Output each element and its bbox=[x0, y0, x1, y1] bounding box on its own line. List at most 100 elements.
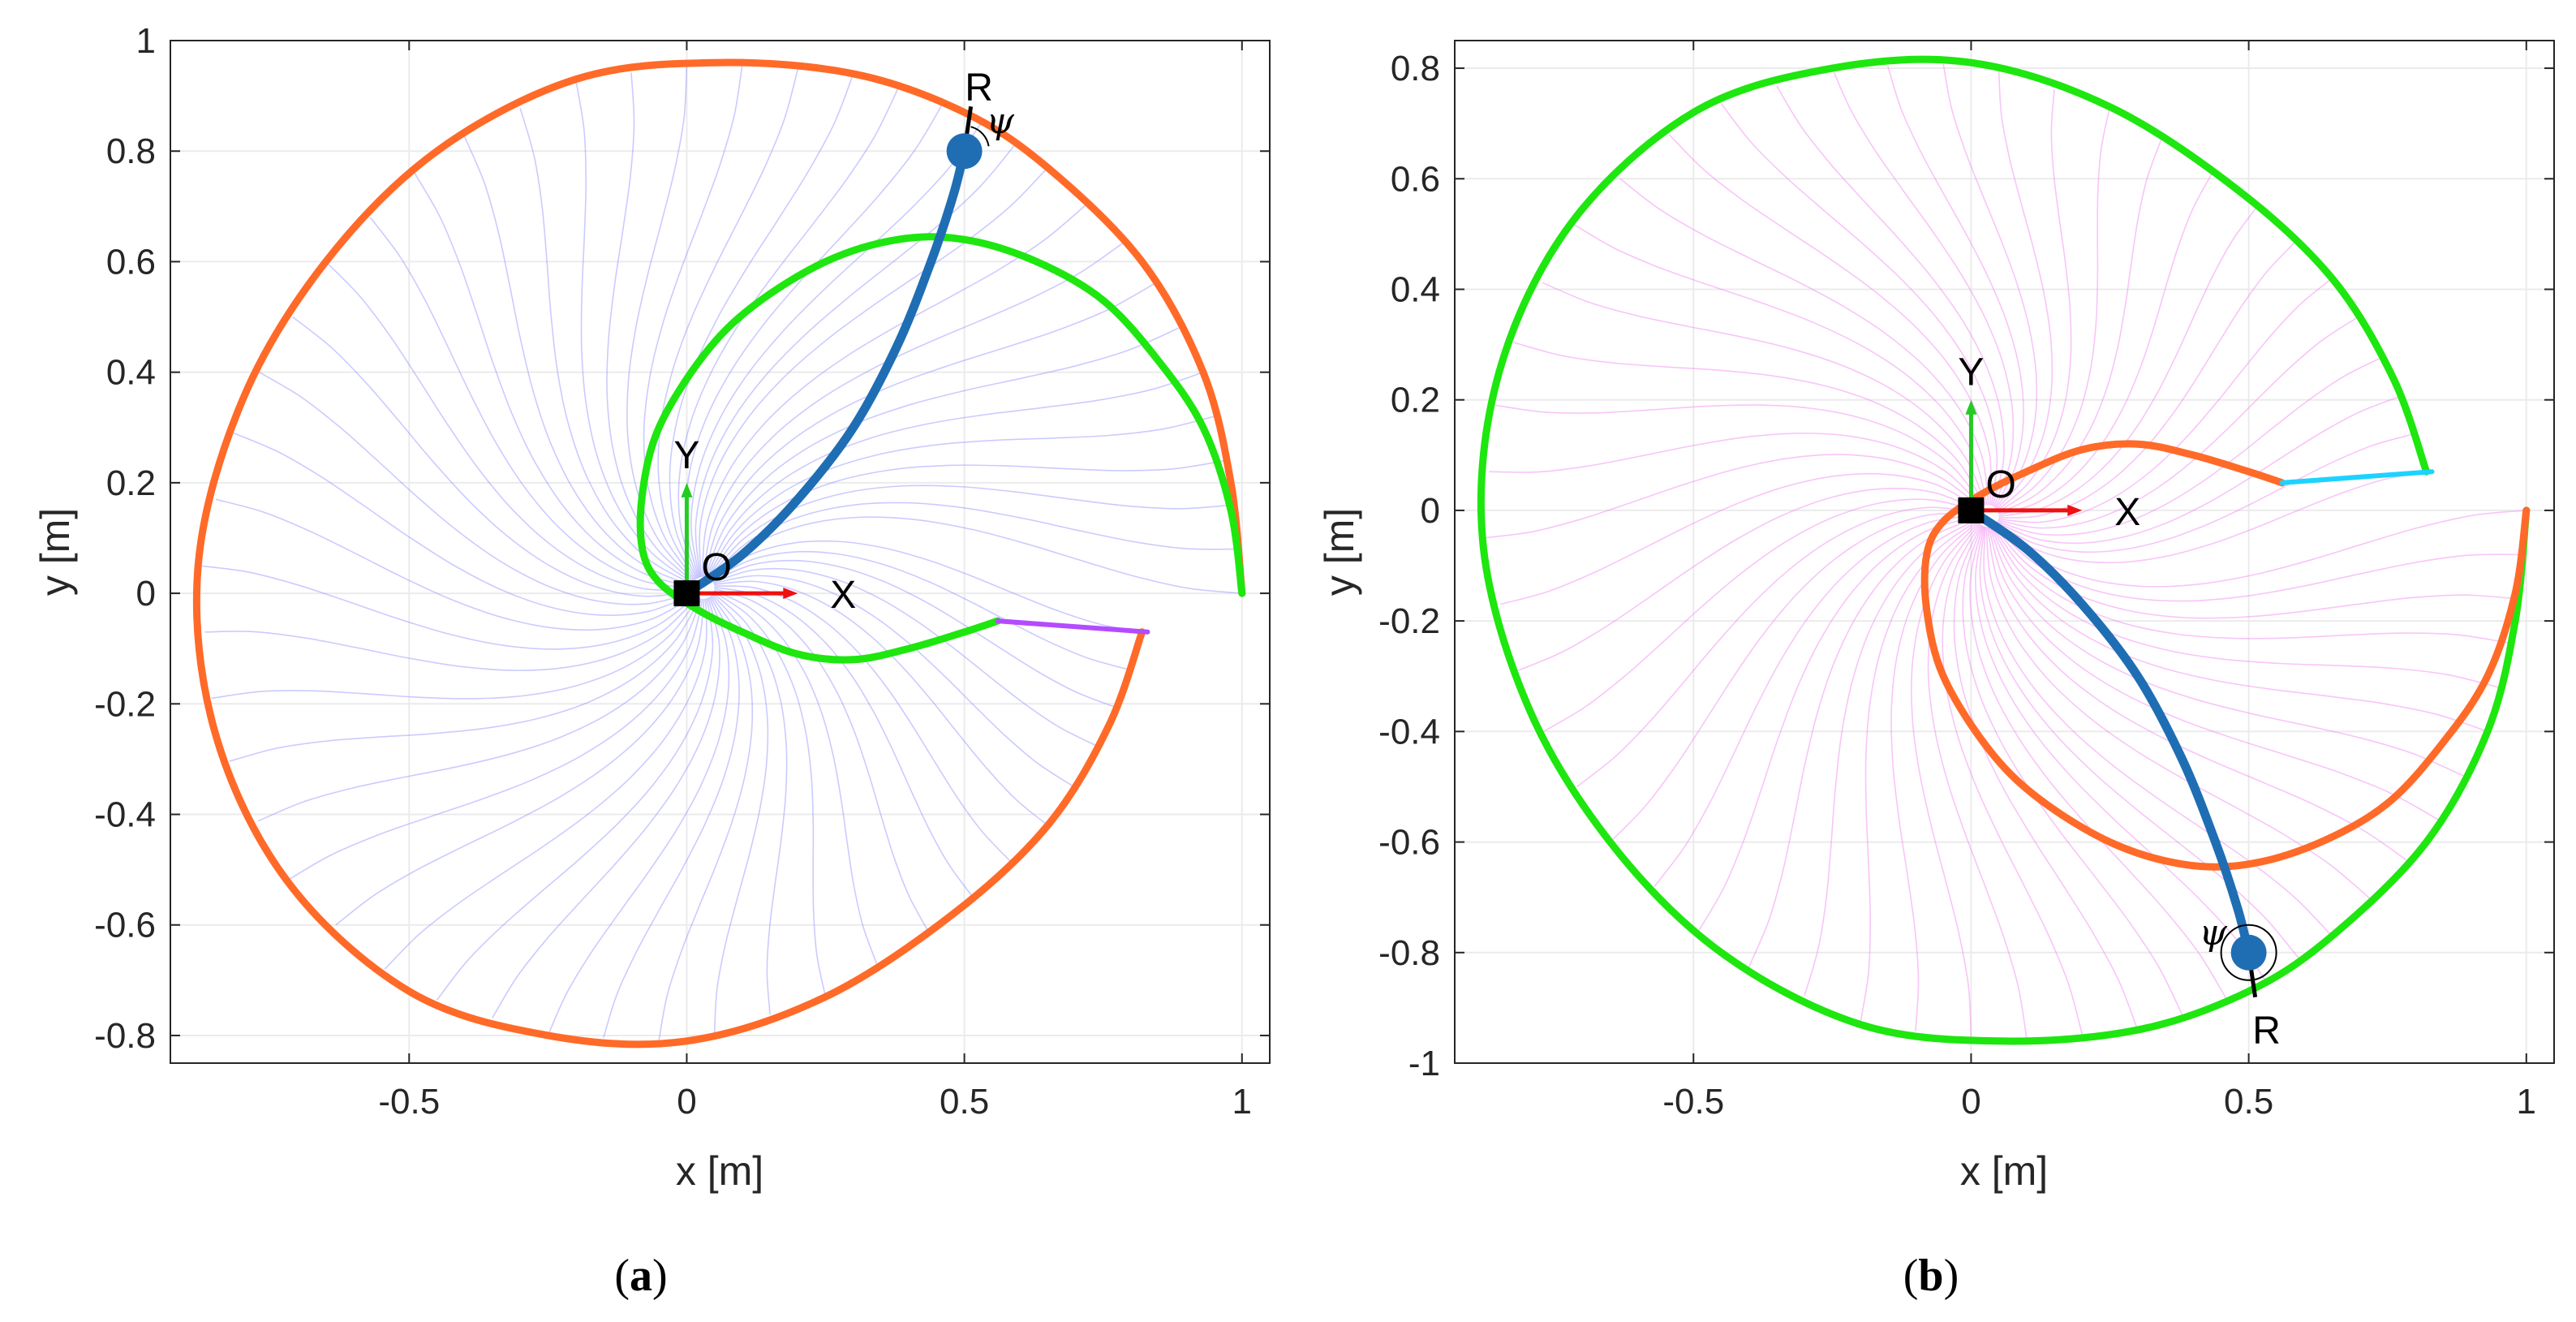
x-tick-label: 0.5 bbox=[940, 1082, 989, 1122]
field-line bbox=[712, 593, 769, 1032]
field-line bbox=[1997, 88, 2072, 511]
field-line bbox=[1890, 521, 1979, 1031]
y-tick-label: -0.2 bbox=[1378, 601, 1440, 641]
y-tick-label: 0.6 bbox=[1391, 159, 1440, 199]
field-line bbox=[713, 589, 878, 964]
field-line bbox=[712, 567, 1097, 747]
field-line bbox=[436, 598, 714, 1001]
x-tick-label: -0.5 bbox=[378, 1082, 440, 1122]
field-line bbox=[707, 459, 1226, 579]
panel-b-grid bbox=[1455, 41, 2554, 1064]
panel-b-ticks: -0.5 0 0.5 1 -1 -0.8 -0.6 -0.4 -0.2 0 0.2 0.4 0.6 0.8 bbox=[1378, 41, 2554, 1122]
field-line bbox=[1748, 517, 1977, 967]
field-line bbox=[1969, 525, 2227, 1000]
field-line bbox=[1953, 524, 2139, 1031]
field-line bbox=[215, 498, 696, 631]
field-line bbox=[1776, 85, 2005, 506]
field-line bbox=[1489, 433, 1982, 507]
field-line bbox=[1698, 515, 1977, 931]
x-tick-label: 0 bbox=[1961, 1082, 1980, 1122]
field-line bbox=[1942, 523, 2084, 1035]
field-line bbox=[712, 559, 1116, 708]
y-tick-label: -0.4 bbox=[94, 795, 156, 835]
field-line bbox=[1979, 526, 2299, 959]
panel-a-caption-letter: a bbox=[630, 1251, 652, 1301]
y-tick-label: 1 bbox=[136, 21, 156, 61]
panel-a-ylabel: y [m] bbox=[32, 508, 78, 596]
field-line bbox=[1654, 515, 1977, 887]
robot-heading-arc bbox=[970, 126, 990, 147]
field-line bbox=[1986, 527, 2408, 862]
field-line bbox=[211, 597, 699, 700]
field-line bbox=[1543, 498, 1978, 733]
field-line bbox=[335, 598, 705, 926]
field-line bbox=[1974, 526, 2266, 981]
panel-b-axes-box bbox=[1454, 40, 2555, 1064]
field-line bbox=[708, 484, 1233, 579]
field-line bbox=[1513, 342, 1985, 506]
field-line bbox=[704, 327, 1180, 578]
y-tick-label: 0 bbox=[1421, 491, 1440, 531]
y-tick-label: -0.8 bbox=[1378, 933, 1440, 973]
x-tick-label: 1 bbox=[2517, 1082, 2536, 1122]
field-line bbox=[690, 123, 982, 578]
frame-x-arrowhead bbox=[783, 588, 798, 600]
panel-b: -0.5 0 0.5 1 -1 -0.8 -0.6 -0.4 -0.2 0 0.2 0.4 0.6 0.8… bbox=[1317, 40, 2555, 1301]
field-line bbox=[1989, 526, 2488, 733]
panel-a-reference-frame: O X Y bbox=[673, 434, 856, 617]
field-line bbox=[699, 167, 1048, 578]
panel-b-reference-frame: O X Y bbox=[1958, 351, 2140, 534]
field-line bbox=[1668, 134, 1992, 506]
example-path bbox=[682, 146, 970, 598]
field-line bbox=[1942, 63, 2038, 509]
field-line bbox=[1998, 140, 2162, 515]
panel-b-curves bbox=[1477, 55, 2531, 1045]
field-line bbox=[1995, 471, 2427, 564]
terminal-segment bbox=[2279, 469, 2435, 485]
field-line bbox=[695, 144, 1015, 578]
field-line bbox=[463, 136, 693, 587]
field-line bbox=[712, 550, 1129, 670]
frame-x-arrowhead bbox=[2067, 504, 2083, 516]
field-line bbox=[574, 79, 694, 584]
frame-y-arrowhead bbox=[681, 482, 693, 497]
field-line bbox=[1859, 519, 1978, 1025]
y-tick-label: 0.2 bbox=[106, 463, 156, 503]
field-line bbox=[603, 596, 740, 1038]
field-line bbox=[1983, 526, 2333, 937]
frame-x-label: X bbox=[2114, 491, 2140, 534]
field-line bbox=[492, 597, 720, 1018]
field-line bbox=[384, 598, 707, 970]
field-line bbox=[198, 565, 697, 650]
field-line bbox=[1571, 222, 1988, 506]
field-line bbox=[1989, 526, 2464, 777]
field-line bbox=[669, 73, 854, 579]
robot-label: R bbox=[965, 67, 993, 110]
panel-b-caption-letter: b bbox=[1918, 1251, 1943, 1301]
field-line bbox=[292, 316, 694, 597]
frame-x-label: X bbox=[830, 574, 856, 617]
field-line bbox=[1495, 404, 1984, 506]
panel-a-robot: Rψ bbox=[946, 67, 1014, 170]
field-line bbox=[1992, 525, 2510, 644]
field-line bbox=[1998, 207, 2257, 518]
field-line bbox=[657, 69, 799, 580]
field-line bbox=[710, 516, 1242, 594]
robot-heading-label: ψ bbox=[986, 101, 1014, 142]
x-tick-label: -0.5 bbox=[1662, 1082, 1724, 1122]
panel-b-field-lines bbox=[1482, 63, 2527, 1040]
panel-a-caption: (a) bbox=[614, 1251, 667, 1301]
field-line bbox=[1927, 523, 2028, 1040]
field-line bbox=[1985, 527, 2371, 899]
robot-heading-arc bbox=[2220, 924, 2277, 981]
field-line bbox=[286, 598, 703, 881]
field-line bbox=[1720, 103, 1998, 506]
panel-a: -0.5 0 0.5 1-0.8-0.6-0.4-0.200.20.40.60.81 … bbox=[32, 21, 1271, 1301]
field-line bbox=[519, 107, 694, 585]
field-line bbox=[257, 598, 703, 822]
field-line bbox=[702, 242, 1124, 577]
inner-boundary bbox=[1920, 440, 2531, 871]
field-line bbox=[1831, 67, 2015, 507]
field-line bbox=[705, 371, 1204, 578]
field-line bbox=[325, 261, 693, 592]
